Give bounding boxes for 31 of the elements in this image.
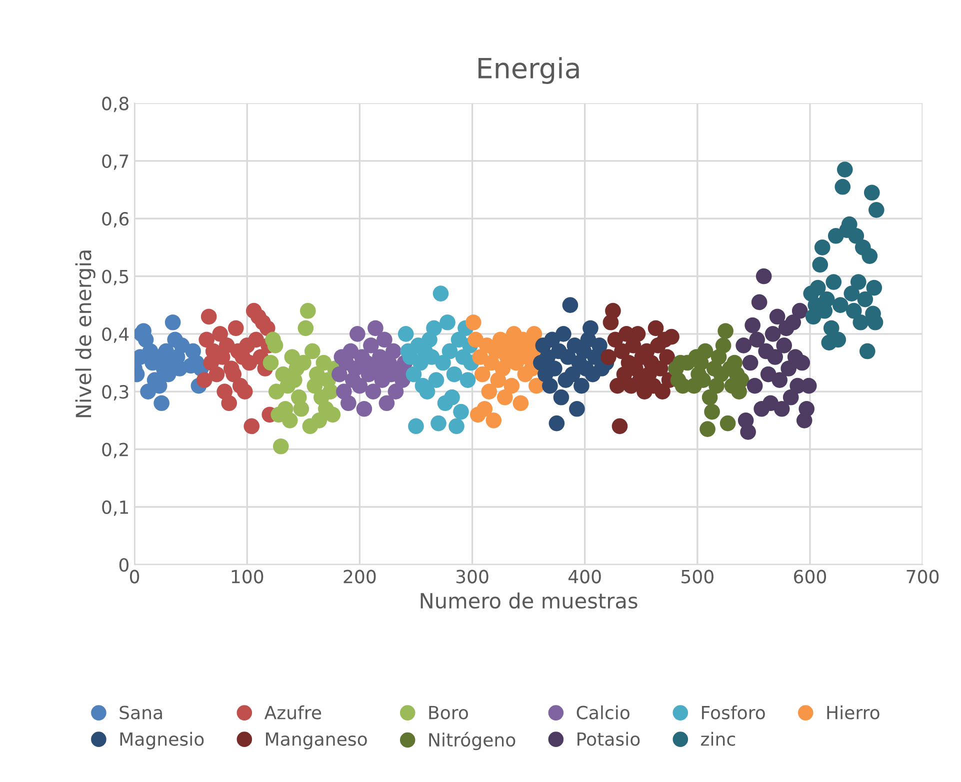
legend-label: Manganeso [266, 732, 367, 750]
legend-label: Fosforo [702, 705, 765, 720]
legend-label: Hierro [827, 705, 880, 720]
y-tick-label: 0,3 [102, 385, 128, 401]
legend-label: Calcio [576, 705, 630, 720]
y-tick-label: 0,7 [102, 154, 128, 170]
x-tick-label: 0 [130, 570, 140, 584]
y-tick-label: 0,5 [102, 270, 128, 286]
legend-label: Boro [429, 706, 468, 720]
y-tick-label: 0,2 [102, 442, 128, 458]
x-tick-label: 200 [344, 570, 376, 584]
legend-label: Azufre [264, 705, 322, 720]
y-axis-title: Nivel de energia [75, 250, 96, 418]
y-tick-label: 0,8 [102, 96, 128, 112]
y-tick-label: 0 [119, 558, 128, 572]
chart-title: Energia [478, 57, 579, 84]
x-tick-label: 300 [456, 570, 488, 584]
x-axis-title: Numero de muestras [420, 592, 638, 609]
y-tick-label: 0,6 [102, 212, 129, 228]
y-tick-label: 0,4 [102, 327, 129, 343]
legend-label: Nitrógeno [429, 732, 516, 750]
y-tick-label: 0,1 [102, 500, 128, 516]
x-tick-label: 500 [682, 570, 714, 584]
x-tick-label: 600 [794, 570, 826, 584]
legend-label: zinc [701, 732, 735, 746]
legend-label: Magnesio [120, 732, 204, 750]
legend-label: Potasio [578, 732, 640, 746]
legend-label: Sana [120, 706, 162, 720]
x-tick-label: 400 [568, 570, 601, 584]
x-tick-label: 100 [232, 570, 264, 584]
x-tick-label: 700 [906, 570, 939, 584]
